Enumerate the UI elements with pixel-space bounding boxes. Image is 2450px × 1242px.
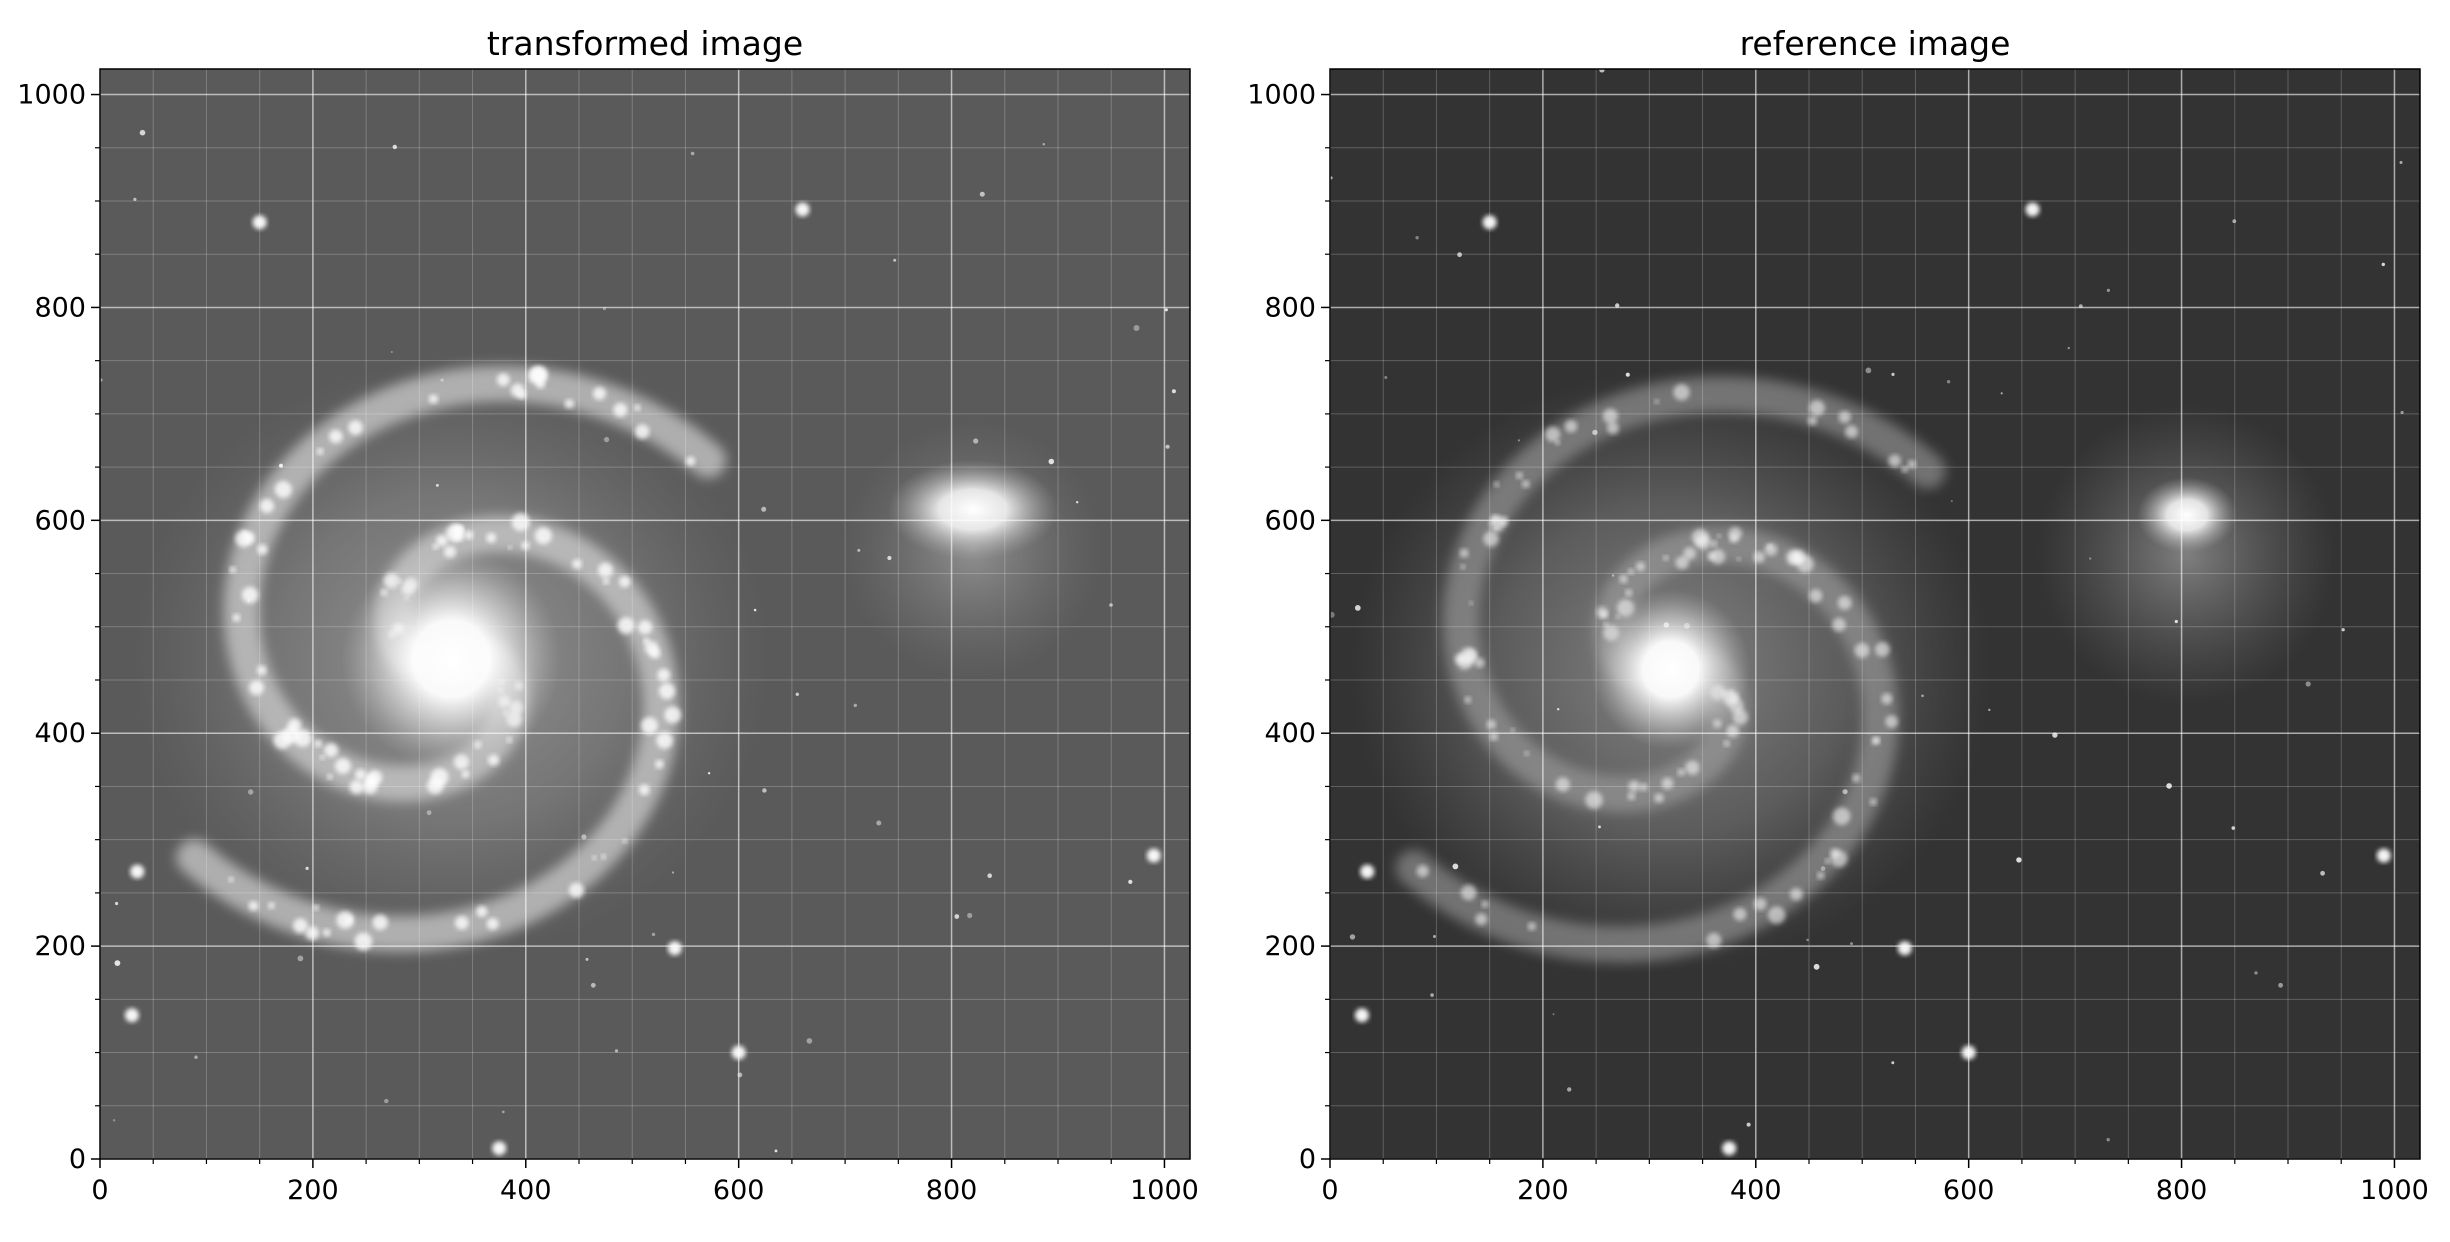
y-tick-label-1-800: 800 <box>1264 292 1316 323</box>
axes-frame-0 <box>99 68 1191 1160</box>
y-tick-label-0-200: 200 <box>34 931 86 962</box>
arm-clumps-0 <box>228 366 696 951</box>
chart-title-0: transformed image <box>487 24 803 63</box>
star-0-0 <box>252 215 267 230</box>
x-tick-label-1-200: 200 <box>1517 1175 1569 1206</box>
chart-title-1: reference image <box>1740 24 2011 63</box>
star-1-4 <box>1722 1141 1737 1156</box>
galaxy-image-1 <box>1330 69 2404 1156</box>
star-1-6 <box>1360 864 1375 879</box>
y-tick-label-0-600: 600 <box>34 505 86 536</box>
stars-1 <box>1330 69 2404 1156</box>
companion-galaxy-0 <box>887 459 1058 560</box>
x-tick-label-1-1000: 1000 <box>2360 1175 2429 1206</box>
chart-panel-1: 0 200 400 600 800 1000 0 200 400 600 800 1000 refere… <box>1247 24 2429 1206</box>
y-tick-label-0-400: 400 <box>34 718 86 749</box>
star-0-1 <box>795 202 810 217</box>
arm-clumps-1 <box>1416 384 1917 948</box>
companion-halo-1 <box>2036 405 2337 706</box>
star-1-0 <box>1482 215 1497 230</box>
x-tick-label-0-1000: 1000 <box>1130 1175 1199 1206</box>
axes-frame-1 <box>1329 68 2421 1160</box>
galaxy-core-1 <box>1590 589 1751 750</box>
chart-panel-0: 0 200 400 600 800 1000 0 200 400 600 800 1000 transf… <box>17 24 1199 1206</box>
x-tick-label-1-600: 600 <box>1943 1175 1995 1206</box>
x-tick-label-1-400: 400 <box>1730 1175 1782 1206</box>
x-tick-label-0-800: 800 <box>926 1175 978 1206</box>
star-0-7 <box>1146 848 1161 863</box>
y-tick-label-0-0: 0 <box>69 1144 86 1175</box>
stars-0 <box>100 129 1176 1156</box>
star-1-2 <box>1897 941 1912 956</box>
y-tick-label-1-400: 400 <box>1264 718 1316 749</box>
star-0-6 <box>130 864 145 879</box>
companion-galaxy-1 <box>2136 477 2237 554</box>
x-tick-label-1-800: 800 <box>2156 1175 2208 1206</box>
star-0-2 <box>667 941 682 956</box>
y-tick-label-1-0: 0 <box>1299 1144 1316 1175</box>
x-tick-label-0-400: 400 <box>500 1175 552 1206</box>
y-tick-label-0-800: 800 <box>34 292 86 323</box>
y-tick-label-1-600: 600 <box>1264 505 1316 536</box>
galaxy-image-0 <box>100 129 1176 1156</box>
y-tick-label-1-200: 200 <box>1264 931 1316 962</box>
x-tick-label-0-0: 0 <box>91 1175 108 1206</box>
star-1-7 <box>2376 848 2391 863</box>
x-tick-label-0-200: 200 <box>287 1175 339 1206</box>
star-1-1 <box>2025 202 2040 217</box>
y-tick-label-0-1000: 1000 <box>17 80 86 111</box>
star-0-4 <box>492 1141 507 1156</box>
galaxy-core-0 <box>341 548 562 769</box>
x-tick-label-1-0: 0 <box>1321 1175 1338 1206</box>
star-1-5 <box>1354 1008 1369 1023</box>
star-0-5 <box>124 1008 139 1023</box>
x-tick-label-0-600: 600 <box>713 1175 765 1206</box>
y-tick-label-1-1000: 1000 <box>1247 80 1316 111</box>
